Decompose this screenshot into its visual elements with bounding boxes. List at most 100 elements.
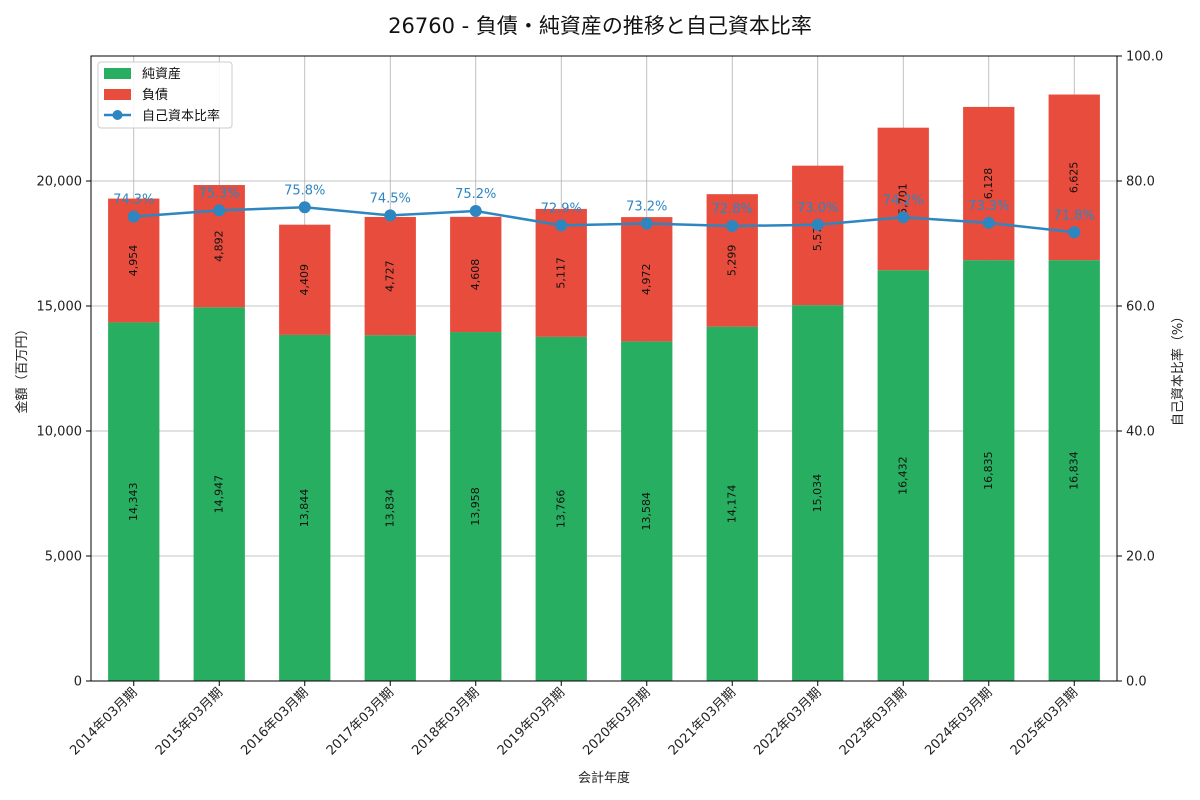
ratio-label: 74.5% (370, 191, 411, 206)
bar-net-assets (450, 332, 502, 681)
bar-label-liabilities: 5,117 (554, 257, 567, 289)
bar-net-assets (792, 305, 844, 681)
y-right-tick-label: 100.0 (1126, 50, 1163, 65)
bar-liabilities (621, 217, 673, 342)
bar-label-net-assets: 15,034 (811, 474, 824, 513)
ratio-label: 75.3% (199, 186, 240, 201)
bar-net-assets (364, 335, 416, 681)
bar-liabilities (279, 224, 331, 335)
bar-label-liabilities: 4,892 (212, 230, 225, 261)
ratio-marker (1068, 226, 1081, 239)
y-tick-label: 5,000 (45, 550, 82, 565)
x-tick-label: 2016年03月期 (238, 685, 311, 758)
legend-swatch-net-assets (104, 68, 131, 79)
bar-label-liabilities: 5,299 (725, 245, 738, 277)
bar-net-assets (621, 341, 673, 681)
ratio-marker (384, 209, 397, 222)
y-right-tick-label: 20.0 (1126, 550, 1155, 565)
bar-net-assets (963, 260, 1015, 681)
ratio-marker (640, 217, 653, 230)
bar-liabilities (792, 165, 844, 306)
legend-label-net-assets: 純資産 (142, 66, 181, 82)
bar-net-assets (877, 270, 929, 681)
chart-title: 26760 - 負債・純資産の推移と自己資本比率 (388, 14, 812, 38)
bar-net-assets (535, 336, 587, 681)
x-tick-label: 2021年03月期 (666, 685, 739, 758)
ratio-marker (127, 210, 140, 223)
bar-label-net-assets: 16,835 (982, 451, 995, 490)
ratio-label: 73.0% (797, 201, 838, 216)
bar-net-assets (193, 307, 245, 681)
bar-net-assets (706, 326, 758, 681)
ratio-label: 75.2% (455, 187, 496, 202)
ratio-label: 74.2% (883, 193, 924, 208)
bar-net-assets (1048, 260, 1100, 681)
bar-label-liabilities: 4,972 (640, 264, 653, 296)
y-tick-label: 10,000 (37, 425, 83, 440)
legend-box (97, 61, 233, 129)
ratio-marker (811, 218, 824, 231)
bar-label-liabilities: 5,701 (896, 183, 909, 215)
y-right-tick-label: 60.0 (1126, 300, 1155, 315)
legend-swatch-liabilities (104, 89, 131, 100)
x-tick-label: 2017年03月期 (324, 685, 397, 758)
bars (108, 94, 1100, 681)
ratio-label: 71.8% (1054, 208, 1095, 223)
ratio-marker (982, 216, 995, 229)
bar-label-net-assets: 14,343 (127, 482, 140, 521)
ratio-marker (298, 201, 311, 214)
ratio-label: 73.3% (968, 199, 1009, 214)
legend-label-equity-ratio: 自己資本比率 (142, 108, 220, 124)
bar-label-net-assets: 16,834 (1067, 451, 1080, 490)
y-tick-label: 15,000 (37, 300, 83, 315)
bar-liabilities (706, 194, 758, 327)
plot-frame (90, 55, 1118, 682)
x-tick-label: 2018年03月期 (409, 685, 482, 758)
ratio-label: 74.3% (113, 193, 154, 208)
y-right-tick-label: 0.0 (1126, 675, 1147, 690)
bar-liabilities (364, 216, 416, 336)
y-right-tick-label: 40.0 (1126, 425, 1155, 440)
bar-label-liabilities: 6,625 (1067, 162, 1080, 194)
y-axis-right-title: 自己資本比率（%） (1170, 310, 1186, 426)
bar-label-net-assets: 13,584 (640, 492, 653, 531)
x-tick-label: 2020年03月期 (580, 685, 653, 758)
y-axis-title: 金額（百万円） (14, 322, 30, 413)
y-tick-label: 0 (74, 675, 82, 690)
y-right-tick-label: 80.0 (1126, 175, 1155, 190)
legend-label-liabilities: 負債 (142, 88, 168, 103)
y-tick-label: 20,000 (37, 175, 83, 190)
legend-swatch-ratio-marker (112, 110, 123, 120)
bar-label-liabilities: 4,954 (127, 245, 140, 277)
x-tick-label: 2022年03月期 (751, 685, 824, 758)
bar-label-net-assets: 13,844 (298, 489, 311, 528)
bar-liabilities (877, 127, 929, 271)
ratio-label: 75.8% (284, 183, 325, 198)
bar-net-assets (108, 322, 160, 681)
ratio-marker (469, 205, 482, 217)
x-tick-label: 2019年03月期 (495, 685, 568, 758)
bar-liabilities (450, 216, 502, 333)
bar-label-net-assets: 13,834 (383, 489, 396, 528)
bar-label-net-assets: 16,432 (896, 456, 909, 495)
ratio-marker (726, 220, 739, 232)
bar-label-liabilities: 4,409 (298, 264, 311, 296)
x-tick-label: 2014年03月期 (67, 685, 140, 758)
ratio-line-path (133, 205, 1075, 234)
x-tick-label: 2024年03月期 (922, 685, 995, 758)
ratio-marker (555, 219, 568, 232)
x-axis-title: 会計年度 (578, 770, 630, 786)
bar-labels: 14,343 4,954 14,947 4,892 13,844 4,409 13,834 4… (127, 162, 1081, 531)
bar-liabilities (963, 106, 1015, 261)
bar-label-net-assets: 13,766 (554, 490, 567, 529)
bar-label-net-assets: 14,174 (725, 485, 738, 524)
bar-net-assets (279, 334, 331, 681)
bar-label-liabilities: 6,128 (982, 168, 995, 200)
x-tick-label: 2015年03月期 (153, 685, 226, 758)
ratio-label: 73.2% (626, 200, 667, 215)
x-tick-label: 2023年03月期 (837, 685, 910, 758)
bar-label-liabilities: 4,727 (383, 260, 396, 292)
bar-label-net-assets: 14,947 (212, 475, 225, 513)
x-tick-label: 2025年03月期 (1008, 685, 1081, 758)
